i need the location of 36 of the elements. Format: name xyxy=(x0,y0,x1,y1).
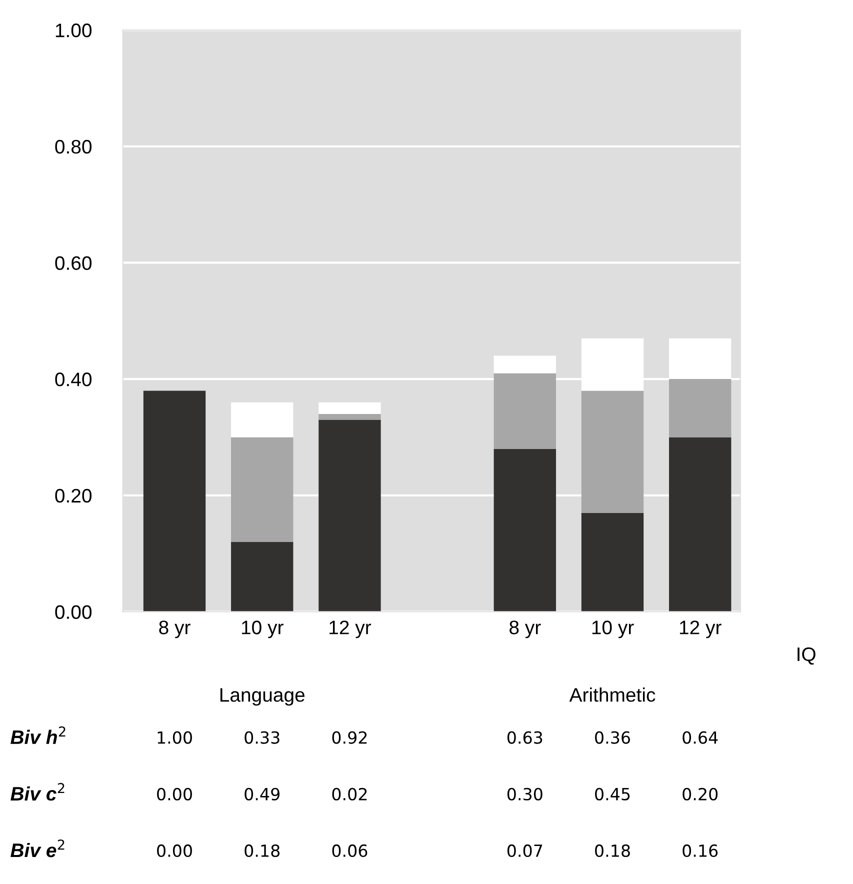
text: 0.36 xyxy=(595,731,630,744)
text: 0.20 xyxy=(682,788,718,800)
text: Arithmetic xyxy=(569,688,656,702)
y-tick-label: 0.80 xyxy=(55,140,92,154)
text: 0.02 xyxy=(332,788,367,800)
text: Biv e$^{2}$ xyxy=(10,840,64,858)
text: 0.06 xyxy=(332,844,368,858)
text: 0.16 xyxy=(682,844,718,858)
text: 0.00 xyxy=(157,844,192,858)
text: 0.18 xyxy=(244,844,280,858)
y-tick-label: 0.60 xyxy=(55,256,92,270)
text: 1.00 xyxy=(158,731,192,744)
x-tick-label: 8 yr xyxy=(159,620,190,638)
text: 0.07 xyxy=(507,844,542,858)
text: 0.30 xyxy=(507,788,542,800)
text: IQ xyxy=(798,647,816,665)
text: 0.49 xyxy=(244,788,280,800)
x-tick-label: 12 yr xyxy=(330,620,372,638)
y-tick-label: 0.20 xyxy=(55,488,92,503)
x-tick-label: 12 yr xyxy=(680,620,722,638)
text: Language xyxy=(220,688,305,706)
text: 0.64 xyxy=(682,731,718,744)
x-tick-label: 10 yr xyxy=(592,620,634,638)
x-tick-label: 8 yr xyxy=(510,620,541,638)
y-tick-label: 0.40 xyxy=(55,372,92,386)
y-tick-label: 1.00 xyxy=(56,24,92,38)
text: 0.63 xyxy=(507,731,542,744)
text: 0.00 xyxy=(157,788,192,800)
text: 0.45 xyxy=(595,788,630,800)
text: 0.18 xyxy=(595,844,630,858)
text: Biv c$^{2}$ xyxy=(10,782,64,801)
y-tick-label: 0.00 xyxy=(55,605,92,619)
text: 0.92 xyxy=(332,731,367,744)
x-tick-label: 10 yr xyxy=(242,620,284,638)
text: 0.33 xyxy=(244,731,280,744)
text: Biv h$^{2}$ xyxy=(10,726,66,744)
